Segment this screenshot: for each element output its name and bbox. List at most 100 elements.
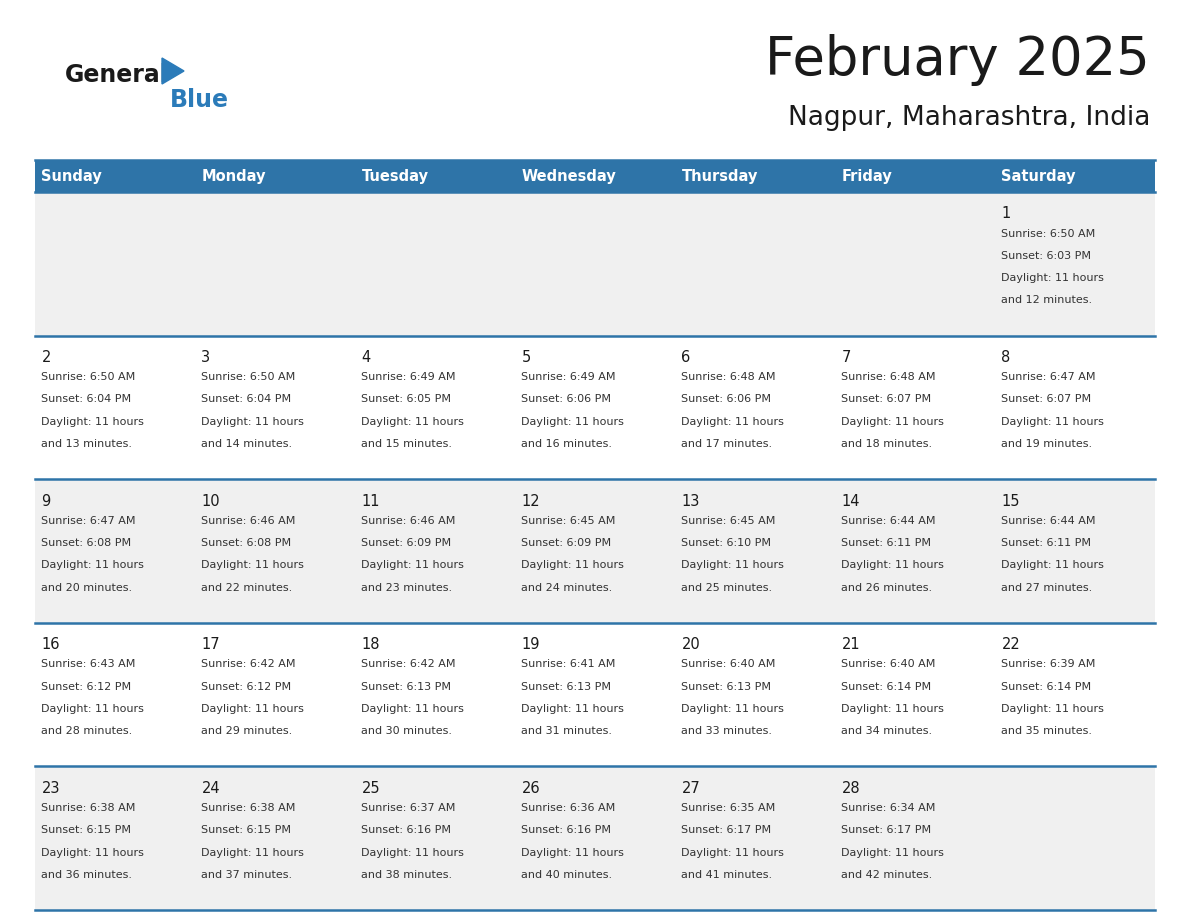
Text: and 13 minutes.: and 13 minutes. [42,439,132,449]
Text: and 33 minutes.: and 33 minutes. [682,726,772,736]
Text: Monday: Monday [202,169,266,184]
FancyBboxPatch shape [835,479,996,622]
FancyBboxPatch shape [835,160,996,192]
Text: Sunset: 6:13 PM: Sunset: 6:13 PM [682,682,771,691]
Text: Sunset: 6:11 PM: Sunset: 6:11 PM [841,538,931,548]
Text: Daylight: 11 hours: Daylight: 11 hours [522,704,624,714]
Text: 11: 11 [361,494,380,509]
FancyBboxPatch shape [835,336,996,479]
Text: 21: 21 [841,637,860,652]
Text: and 42 minutes.: and 42 minutes. [841,869,933,879]
Text: Daylight: 11 hours: Daylight: 11 hours [202,560,304,570]
Text: Tuesday: Tuesday [361,169,429,184]
FancyBboxPatch shape [835,767,996,910]
Text: 1: 1 [1001,207,1011,221]
Text: 7: 7 [841,350,851,365]
Text: and 36 minutes.: and 36 minutes. [42,869,132,879]
Text: 12: 12 [522,494,541,509]
Text: 10: 10 [202,494,220,509]
Text: Daylight: 11 hours: Daylight: 11 hours [1001,417,1105,427]
FancyBboxPatch shape [195,767,355,910]
Text: and 34 minutes.: and 34 minutes. [841,726,933,736]
Text: and 20 minutes.: and 20 minutes. [42,583,133,593]
FancyBboxPatch shape [675,479,835,622]
Text: and 27 minutes.: and 27 minutes. [1001,583,1093,593]
Text: 8: 8 [1001,350,1011,365]
Text: and 19 minutes.: and 19 minutes. [1001,439,1093,449]
Polygon shape [162,58,184,84]
Text: Daylight: 11 hours: Daylight: 11 hours [841,560,944,570]
Text: and 16 minutes.: and 16 minutes. [522,439,612,449]
Text: Sunrise: 6:46 AM: Sunrise: 6:46 AM [202,516,296,526]
Text: Daylight: 11 hours: Daylight: 11 hours [42,704,144,714]
FancyBboxPatch shape [516,479,675,622]
FancyBboxPatch shape [195,622,355,767]
Text: 13: 13 [682,494,700,509]
FancyBboxPatch shape [996,192,1155,336]
Text: Sunset: 6:15 PM: Sunset: 6:15 PM [42,825,132,835]
FancyBboxPatch shape [516,767,675,910]
Text: Daylight: 11 hours: Daylight: 11 hours [841,847,944,857]
Text: Wednesday: Wednesday [522,169,617,184]
Text: Daylight: 11 hours: Daylight: 11 hours [42,560,144,570]
Text: Sunrise: 6:36 AM: Sunrise: 6:36 AM [522,803,615,813]
Text: Sunrise: 6:39 AM: Sunrise: 6:39 AM [1001,659,1095,669]
Text: 24: 24 [202,781,220,796]
FancyBboxPatch shape [355,160,516,192]
Text: Sunrise: 6:40 AM: Sunrise: 6:40 AM [841,659,936,669]
Text: Sunset: 6:14 PM: Sunset: 6:14 PM [841,682,931,691]
Text: Sunset: 6:13 PM: Sunset: 6:13 PM [522,682,612,691]
Text: Friday: Friday [841,169,892,184]
Text: Sunset: 6:17 PM: Sunset: 6:17 PM [682,825,771,835]
Text: Sunrise: 6:41 AM: Sunrise: 6:41 AM [522,659,615,669]
Text: Sunset: 6:10 PM: Sunset: 6:10 PM [682,538,771,548]
FancyBboxPatch shape [355,479,516,622]
FancyBboxPatch shape [835,622,996,767]
Text: 23: 23 [42,781,59,796]
Text: Daylight: 11 hours: Daylight: 11 hours [682,847,784,857]
Text: 5: 5 [522,350,531,365]
Text: Sunrise: 6:43 AM: Sunrise: 6:43 AM [42,659,135,669]
FancyBboxPatch shape [195,160,355,192]
FancyBboxPatch shape [355,767,516,910]
FancyBboxPatch shape [34,336,195,479]
FancyBboxPatch shape [675,622,835,767]
Text: and 25 minutes.: and 25 minutes. [682,583,772,593]
Text: Sunset: 6:13 PM: Sunset: 6:13 PM [361,682,451,691]
Text: Sunset: 6:07 PM: Sunset: 6:07 PM [841,395,931,405]
FancyBboxPatch shape [34,622,195,767]
Text: Daylight: 11 hours: Daylight: 11 hours [522,417,624,427]
Text: Sunrise: 6:45 AM: Sunrise: 6:45 AM [682,516,776,526]
Text: and 38 minutes.: and 38 minutes. [361,869,453,879]
FancyBboxPatch shape [675,160,835,192]
Text: 9: 9 [42,494,51,509]
Text: 19: 19 [522,637,539,652]
FancyBboxPatch shape [675,192,835,336]
Text: and 24 minutes.: and 24 minutes. [522,583,613,593]
Text: Daylight: 11 hours: Daylight: 11 hours [42,417,144,427]
Text: Sunset: 6:09 PM: Sunset: 6:09 PM [522,538,612,548]
Text: 16: 16 [42,637,59,652]
FancyBboxPatch shape [355,336,516,479]
Text: Sunrise: 6:47 AM: Sunrise: 6:47 AM [42,516,135,526]
Text: 20: 20 [682,637,700,652]
Text: Sunday: Sunday [42,169,102,184]
Text: Sunset: 6:16 PM: Sunset: 6:16 PM [361,825,451,835]
Text: Sunrise: 6:48 AM: Sunrise: 6:48 AM [841,372,936,382]
Text: Sunrise: 6:42 AM: Sunrise: 6:42 AM [361,659,456,669]
Text: Daylight: 11 hours: Daylight: 11 hours [841,704,944,714]
Text: Daylight: 11 hours: Daylight: 11 hours [682,417,784,427]
Text: Sunrise: 6:42 AM: Sunrise: 6:42 AM [202,659,296,669]
Text: and 31 minutes.: and 31 minutes. [522,726,612,736]
FancyBboxPatch shape [355,192,516,336]
Text: 18: 18 [361,637,380,652]
Text: Blue: Blue [170,88,229,112]
Text: 2: 2 [42,350,51,365]
Text: Sunrise: 6:44 AM: Sunrise: 6:44 AM [1001,516,1095,526]
Text: Sunset: 6:15 PM: Sunset: 6:15 PM [202,825,291,835]
FancyBboxPatch shape [996,622,1155,767]
Text: 17: 17 [202,637,220,652]
Text: 3: 3 [202,350,210,365]
Text: Sunset: 6:06 PM: Sunset: 6:06 PM [682,395,771,405]
FancyBboxPatch shape [195,192,355,336]
